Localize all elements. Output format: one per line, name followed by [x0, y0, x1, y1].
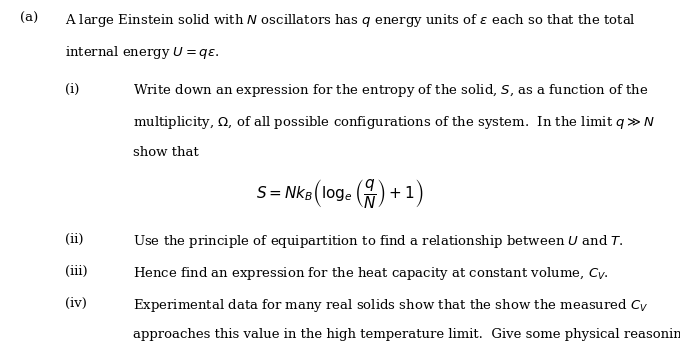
- Text: (iv): (iv): [65, 297, 86, 310]
- Text: $S = Nk_B\left(\log_e\left(\dfrac{q}{N}\right) + 1\right)$: $S = Nk_B\left(\log_e\left(\dfrac{q}{N}\…: [256, 177, 424, 210]
- Text: internal energy $U = q\epsilon$.: internal energy $U = q\epsilon$.: [65, 44, 219, 61]
- Text: A large Einstein solid with $N$ oscillators has $q$ energy units of $\epsilon$ e: A large Einstein solid with $N$ oscillat…: [65, 12, 635, 29]
- Text: Hence find an expression for the heat capacity at constant volume, $C_V$.: Hence find an expression for the heat ca…: [133, 265, 609, 282]
- Text: Experimental data for many real solids show that the show the measured $C_V$: Experimental data for many real solids s…: [133, 297, 648, 313]
- Text: (a): (a): [20, 12, 39, 25]
- Text: multiplicity, $\Omega$, of all possible configurations of the system.  In the li: multiplicity, $\Omega$, of all possible …: [133, 114, 654, 131]
- Text: show that: show that: [133, 146, 199, 159]
- Text: Use the principle of equipartition to find a relationship between $U$ and $T$.: Use the principle of equipartition to fi…: [133, 233, 624, 250]
- Text: (iii): (iii): [65, 265, 87, 278]
- Text: (i): (i): [65, 82, 79, 95]
- Text: (ii): (ii): [65, 233, 83, 246]
- Text: Write down an expression for the entropy of the solid, $S$, as a function of the: Write down an expression for the entropy…: [133, 82, 648, 99]
- Text: approaches this value in the high temperature limit.  Give some physical reasoni: approaches this value in the high temper…: [133, 328, 680, 341]
